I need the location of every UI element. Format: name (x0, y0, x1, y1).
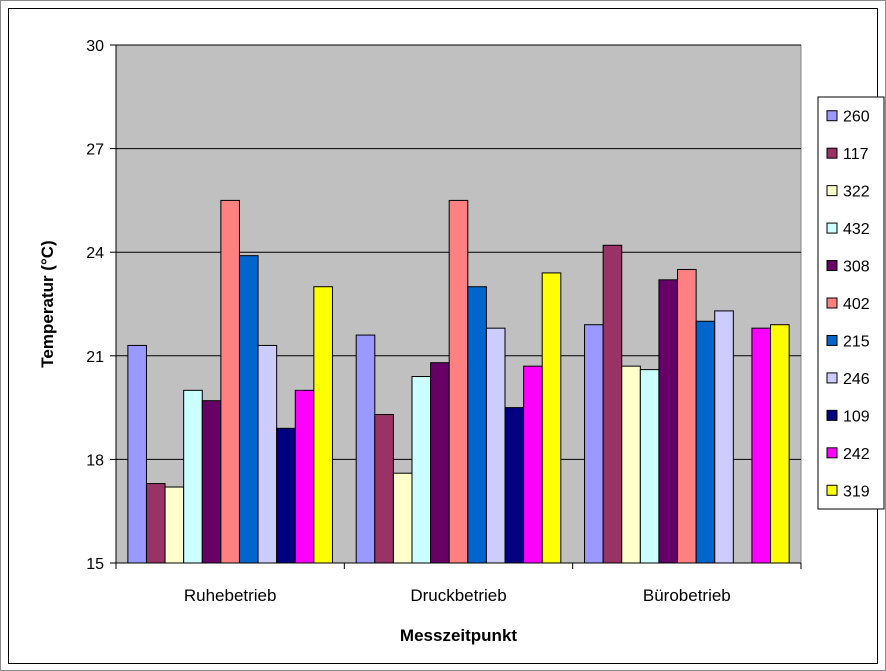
bar (467, 286, 487, 564)
legend-label: 242 (843, 446, 870, 463)
legend-label: 432 (843, 221, 870, 238)
legend-label: 319 (843, 483, 870, 500)
axes (110, 44, 802, 569)
x-tick-label: Ruhebetrieb (184, 586, 277, 605)
legend-swatch (826, 484, 838, 496)
bar (751, 327, 772, 564)
bar (621, 365, 641, 564)
bar (658, 279, 679, 564)
bar (541, 272, 562, 564)
y-tick-label: 30 (86, 38, 104, 55)
x-axis-label: Messzeitpunkt (400, 626, 517, 645)
bar (504, 407, 525, 564)
bar (201, 400, 222, 564)
bar (238, 255, 259, 564)
legend-label: 117 (843, 146, 869, 163)
y-tick-label: 18 (86, 452, 104, 469)
bar (183, 389, 203, 564)
bar (374, 414, 394, 564)
legend-swatch (826, 409, 838, 421)
legend-swatch (826, 110, 838, 122)
bar (639, 369, 660, 564)
bar (770, 324, 790, 564)
bar (276, 427, 296, 564)
bar (485, 327, 506, 564)
y-axis-label: Temperatur (°C) (38, 240, 57, 367)
legend-swatch (826, 297, 838, 309)
bar (523, 365, 543, 564)
x-tick-label: Bürobetrieb (643, 586, 731, 605)
legend-swatch (826, 222, 838, 234)
bar (164, 486, 185, 564)
bar (448, 199, 469, 564)
legend-label: 246 (843, 371, 870, 388)
bar (145, 483, 166, 564)
legend-swatch (826, 372, 838, 384)
bar (313, 286, 333, 564)
x-tick-labels: Ruhebetrieb Druckbetrieb Bürobetrieb (184, 586, 731, 605)
legend-swatch (826, 185, 838, 197)
y-tick-labels: 15 18 21 24 27 30 (86, 38, 104, 573)
x-tick-label: Druckbetrieb (410, 586, 506, 605)
legend-label: 260 (843, 109, 870, 126)
bar (257, 344, 278, 564)
bar (602, 244, 623, 564)
bar (127, 344, 147, 564)
bar (392, 472, 413, 564)
legend-label: 308 (843, 259, 870, 276)
legend-label: 322 (843, 184, 870, 201)
legend: 260 117 322 432 308 402 215 246 109 242 319 (817, 96, 885, 510)
y-tick-label: 21 (86, 349, 104, 366)
y-tick-label: 27 (86, 142, 104, 159)
y-tick-label: 15 (86, 556, 104, 573)
bar (411, 376, 432, 564)
legend-label: 109 (843, 408, 870, 425)
y-tick-label: 24 (86, 245, 104, 262)
bar (355, 334, 376, 564)
bar (294, 389, 315, 564)
bar (695, 320, 716, 564)
legend-label: 402 (843, 296, 870, 313)
legend-swatch (826, 147, 838, 159)
bars (127, 199, 790, 564)
bar (220, 199, 240, 564)
bar (714, 310, 734, 564)
legend-label: 215 (843, 333, 870, 350)
legend-swatch (826, 334, 838, 346)
bar (430, 362, 450, 564)
legend-swatch (826, 447, 838, 459)
bar (677, 268, 697, 564)
legend-swatch (826, 260, 838, 272)
bar (584, 324, 604, 564)
